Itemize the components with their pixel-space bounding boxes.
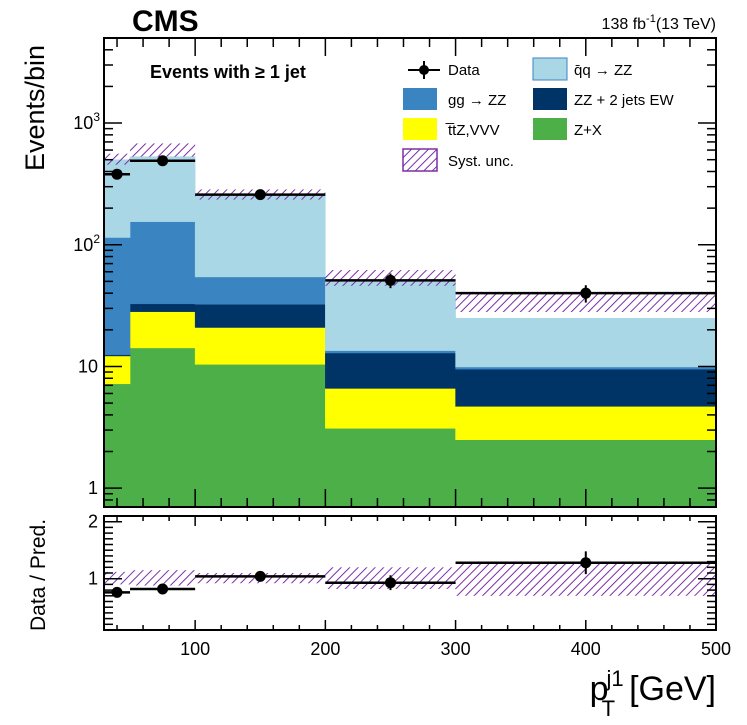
- y-tick-label-base-1: 1: [88, 478, 98, 498]
- legend-syst-label: Syst. unc.: [448, 153, 514, 170]
- x-label-base: p: [590, 670, 609, 708]
- legend-zz2j-swatch: [533, 88, 567, 110]
- x-label-sub: T: [602, 696, 615, 721]
- legend-data-label: Data: [448, 62, 480, 79]
- y-axis-label: Events/bin: [20, 45, 50, 171]
- x-label-unit: [GeV]: [629, 670, 716, 708]
- x-tick-label-300: 300: [441, 639, 471, 659]
- stack-bar-ttz-vvv-bin-0: [103, 355, 131, 385]
- x-tick-label-500: 500: [701, 639, 731, 659]
- legend-ggzz-label: gg → ZZ: [448, 92, 506, 109]
- legend-zx-swatch: [533, 118, 567, 140]
- legend-zx-label: Z+X: [574, 122, 602, 139]
- stack-bar-q-q-zz-bin-3: [325, 281, 456, 351]
- legend-zz2j-label: ZZ + 2 jets EW: [574, 92, 674, 109]
- stack-bar-q-q-zz-bin-1: [129, 156, 196, 222]
- stack-bar-ttz-vvv-bin-4: [455, 406, 717, 440]
- syst-band-bin-0: [104, 153, 131, 165]
- stack-bar-ttz-vvv-bin-2: [194, 327, 326, 365]
- energy: (13 TeV): [656, 16, 716, 33]
- ratio-tick-label-2: 2: [88, 512, 98, 532]
- lumi-value: 138 fb: [602, 16, 647, 33]
- data-point-2: [254, 189, 266, 201]
- stack-bar-z-x-bin-1: [129, 347, 196, 508]
- selection-label: Events with ≥ 1 jet: [150, 62, 306, 82]
- syst-band-bin-1: [130, 143, 196, 157]
- legend-qqzz-swatch: [532, 57, 568, 81]
- stack-bar-gg-zz-bin-1: [129, 221, 196, 305]
- data-point-4: [580, 287, 592, 299]
- ratio-point-2: [254, 570, 266, 582]
- stack-bar-q-q-zz-bin-2: [194, 194, 326, 278]
- ratio-band-bin-1: [130, 570, 196, 586]
- y-tick-label-base-10: 10: [78, 356, 98, 376]
- x-axis-label: pj1 T [GeV]: [590, 666, 716, 721]
- y-tick-label-base-1000: 10: [73, 113, 93, 133]
- data-point-1: [157, 155, 169, 167]
- y-tick-label-1: 1: [88, 478, 98, 498]
- stack-bar-z-x-bin-2: [194, 364, 326, 508]
- ratio-plot-area: 100 200 300 400 500 1 2: [88, 512, 731, 659]
- legend-ggzz-swatch: [403, 88, 437, 110]
- legend-syst-swatch: [402, 148, 438, 172]
- stack-bar-gg-zz-bin-2: [194, 276, 326, 305]
- stack-bar-zz-2-jets-ew-bin-3: [325, 352, 456, 389]
- ratio-point-3: [384, 577, 396, 589]
- y-tick-label-sup-1000: 3: [93, 110, 100, 124]
- y-tick-label-sup-100: 2: [93, 232, 100, 246]
- stack-bar-gg-zz-bin-0: [103, 237, 131, 355]
- x-label-sup: j1: [605, 666, 623, 691]
- lumi-label: 138 fb-1(13 TeV): [602, 13, 716, 33]
- lumi-sup: -1: [646, 13, 656, 25]
- x-tick-label-200: 200: [310, 639, 340, 659]
- y-tick-label-1000: 103: [73, 110, 100, 133]
- stack-bar-gg-zz-bin-3: [325, 350, 456, 354]
- ratio-tick-label-1: 1: [88, 569, 98, 589]
- data-point-3: [384, 274, 396, 286]
- x-tick-label-400: 400: [571, 639, 601, 659]
- stack-bar-ttz-vvv-bin-3: [325, 388, 456, 429]
- stack-bar-z-x-bin-3: [325, 428, 456, 508]
- ratio-point-1: [157, 583, 169, 595]
- legend-ttz-label: t̅tZ,VVV: [445, 122, 500, 139]
- ratio-y-axis-label: Data / Pred.: [27, 519, 50, 631]
- stack-bar-q-q-zz-bin-4: [455, 317, 717, 368]
- stack-bar-zz-2-jets-ew-bin-4: [455, 368, 717, 407]
- legend-qqzz-label: q̄q → ZZ: [574, 62, 632, 79]
- ratio-point-0: [111, 586, 123, 598]
- experiment-label: CMS: [132, 5, 199, 38]
- legend-data-marker: [419, 65, 429, 75]
- legend: Data q̄q → ZZ gg → ZZ ZZ + 2 jets EW t̅t…: [402, 57, 674, 172]
- stack-bar-z-x-bin-0: [103, 383, 131, 508]
- legend-ttz-swatch: [403, 118, 437, 140]
- stack-bar-zz-2-jets-ew-bin-2: [194, 304, 326, 328]
- y-tick-label-100: 102: [73, 232, 100, 255]
- stack-bar-zz-2-jets-ew-bin-1: [129, 303, 196, 312]
- y-tick-label-10: 10: [78, 356, 98, 376]
- ratio-point-4: [580, 557, 592, 569]
- stack-bar-ttz-vvv-bin-1: [129, 311, 196, 349]
- stack-bar-gg-zz-bin-4: [455, 366, 717, 370]
- x-tick-label-100: 100: [180, 639, 210, 659]
- y-tick-label-base-100: 10: [73, 235, 93, 255]
- data-point-0: [111, 168, 123, 180]
